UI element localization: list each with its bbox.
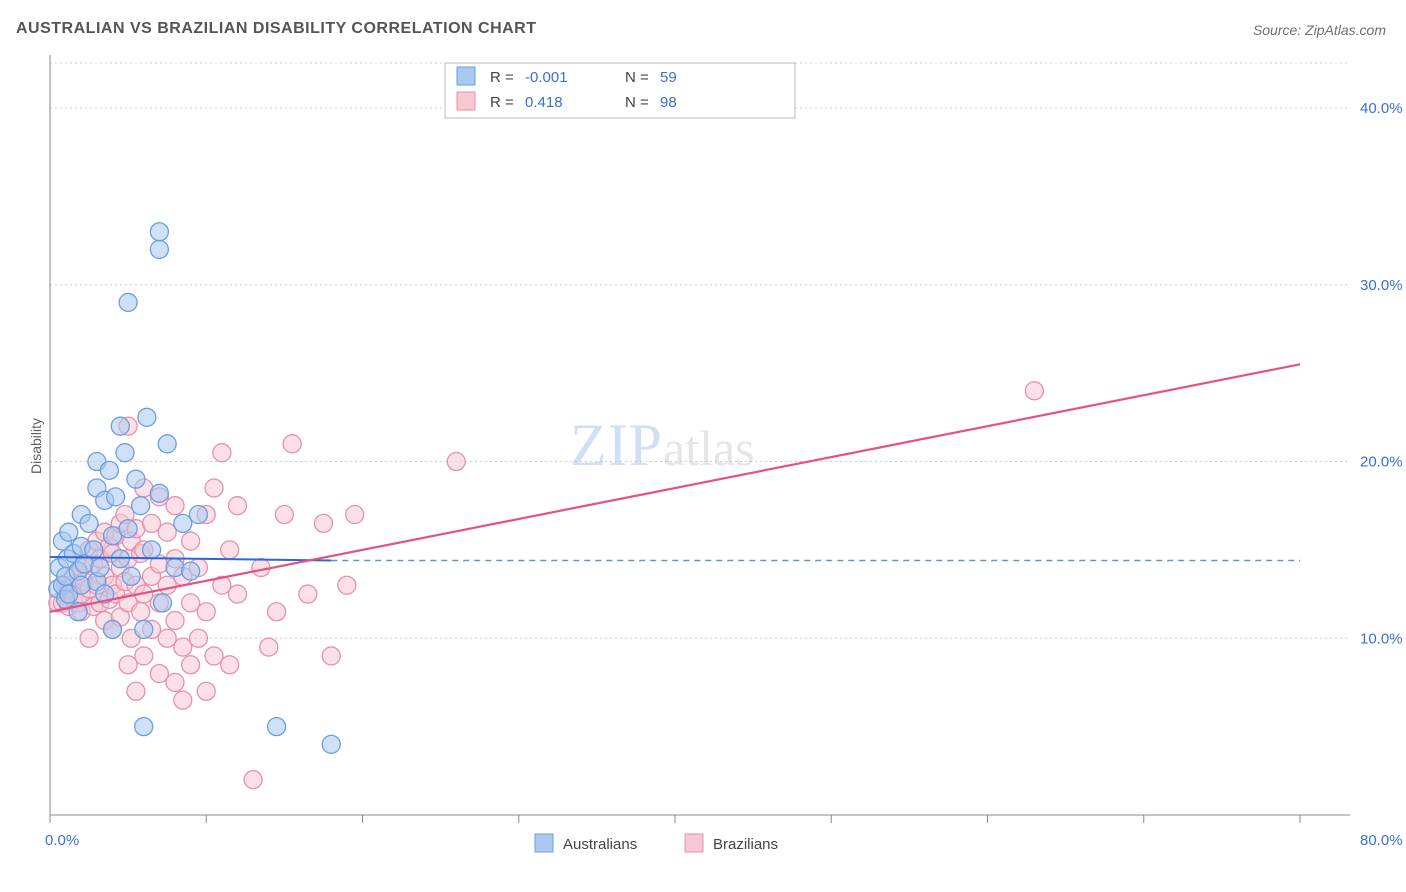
y-tick-label: 20.0% — [1360, 454, 1403, 471]
data-point-brazilians — [213, 444, 231, 462]
data-point-brazilians — [80, 629, 98, 647]
data-point-australians — [138, 408, 156, 426]
data-point-brazilians — [119, 656, 137, 674]
legend-n-value: 98 — [660, 94, 677, 111]
chart-container: AUSTRALIAN VS BRAZILIAN DISABILITY CORRE… — [0, 0, 1406, 892]
data-point-australians — [158, 435, 176, 453]
data-point-brazilians — [244, 771, 262, 789]
y-tick-label: 40.0% — [1360, 100, 1403, 117]
data-point-brazilians — [229, 585, 247, 603]
data-point-brazilians — [197, 682, 215, 700]
data-point-brazilians — [174, 691, 192, 709]
data-point-brazilians — [166, 673, 184, 691]
data-point-brazilians — [158, 629, 176, 647]
y-tick-label: 30.0% — [1360, 277, 1403, 294]
data-point-brazilians — [338, 576, 356, 594]
data-point-brazilians — [229, 497, 247, 515]
legend-r-label: R = — [490, 69, 514, 86]
data-point-brazilians — [189, 629, 207, 647]
legend-series-label: Brazilians — [713, 836, 778, 853]
data-point-australians — [150, 223, 168, 241]
data-point-brazilians — [447, 453, 465, 471]
data-point-brazilians — [275, 506, 293, 524]
scatter-chart: ZIPatlas 10.0% 20.0% 30.0% 40.0% 0.0% 80.0% R =… — [0, 0, 1406, 892]
data-point-brazilians — [158, 523, 176, 541]
legend-n-label: N = — [625, 69, 649, 86]
data-point-australians — [322, 735, 340, 753]
data-point-brazilians — [252, 559, 270, 577]
data-point-australians — [122, 567, 140, 585]
y-tick-label: 10.0% — [1360, 630, 1403, 647]
data-point-australians — [107, 488, 125, 506]
data-point-australians — [268, 718, 286, 736]
x-tick-label: 80.0% — [1360, 832, 1403, 849]
legend-series-label: Australians — [563, 836, 637, 853]
data-point-brazilians — [314, 514, 332, 532]
data-point-australians — [127, 470, 145, 488]
data-point-brazilians — [182, 656, 200, 674]
legend-r-label: R = — [490, 94, 514, 111]
data-point-australians — [116, 444, 134, 462]
data-point-brazilians — [135, 647, 153, 665]
legend-swatch — [457, 67, 475, 85]
data-point-brazilians — [221, 656, 239, 674]
data-point-brazilians — [132, 603, 150, 621]
data-point-australians — [72, 576, 90, 594]
data-point-australians — [154, 594, 172, 612]
data-point-brazilians — [143, 514, 161, 532]
data-point-australians — [85, 541, 103, 559]
data-point-brazilians — [182, 594, 200, 612]
data-point-brazilians — [1025, 382, 1043, 400]
legend-swatch — [685, 834, 703, 852]
data-point-brazilians — [205, 647, 223, 665]
data-point-brazilians — [205, 479, 223, 497]
data-point-brazilians — [299, 585, 317, 603]
legend-swatch — [535, 834, 553, 852]
data-point-australians — [60, 523, 78, 541]
legend-n-value: 59 — [660, 69, 677, 86]
data-point-brazilians — [221, 541, 239, 559]
data-point-australians — [119, 520, 137, 538]
x-tick-label: 0.0% — [45, 832, 79, 849]
data-point-australians — [150, 484, 168, 502]
legend-r-value: -0.001 — [525, 69, 568, 86]
data-point-australians — [150, 240, 168, 258]
data-point-brazilians — [197, 603, 215, 621]
data-point-australians — [132, 497, 150, 515]
data-point-brazilians — [346, 506, 364, 524]
trendline-brazilians — [50, 364, 1300, 611]
data-point-australians — [111, 417, 129, 435]
data-point-brazilians — [127, 682, 145, 700]
data-point-australians — [174, 514, 192, 532]
data-point-australians — [135, 718, 153, 736]
data-point-brazilians — [174, 638, 192, 656]
data-point-brazilians — [166, 612, 184, 630]
legend-r-value: 0.418 — [525, 94, 563, 111]
data-point-australians — [189, 506, 207, 524]
data-point-australians — [104, 620, 122, 638]
data-point-australians — [182, 562, 200, 580]
data-point-australians — [119, 293, 137, 311]
data-point-australians — [143, 541, 161, 559]
data-point-australians — [91, 559, 109, 577]
data-point-australians — [80, 514, 98, 532]
data-point-brazilians — [322, 647, 340, 665]
data-point-australians — [166, 559, 184, 577]
data-point-brazilians — [158, 576, 176, 594]
legend-swatch — [457, 92, 475, 110]
legend-n-label: N = — [625, 94, 649, 111]
data-point-australians — [135, 620, 153, 638]
data-point-brazilians — [268, 603, 286, 621]
data-point-brazilians — [283, 435, 301, 453]
watermark: ZIPatlas — [570, 412, 755, 478]
data-point-brazilians — [260, 638, 278, 656]
data-point-brazilians — [150, 665, 168, 683]
data-point-brazilians — [182, 532, 200, 550]
data-point-brazilians — [166, 497, 184, 515]
data-point-australians — [100, 461, 118, 479]
